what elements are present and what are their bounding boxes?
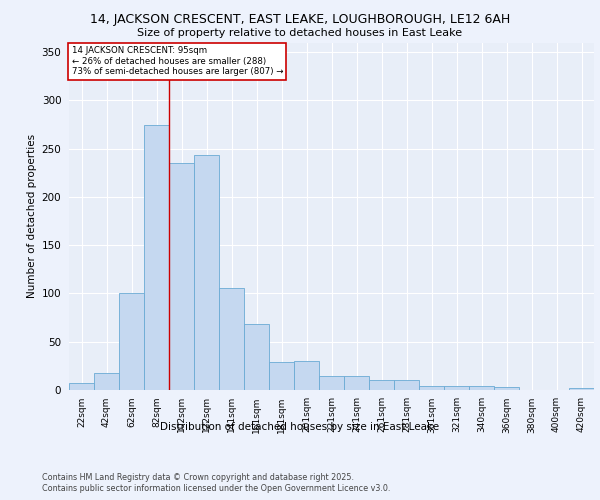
Bar (394, 380, 419, 390)
Text: Distribution of detached houses by size in East Leake: Distribution of detached houses by size … (160, 422, 440, 432)
Bar (469, 386, 494, 390)
Bar (194, 156, 219, 390)
Text: Contains HM Land Registry data © Crown copyright and database right 2025.: Contains HM Land Registry data © Crown c… (42, 472, 354, 482)
Text: Contains public sector information licensed under the Open Government Licence v3: Contains public sector information licen… (42, 484, 391, 493)
Bar (319, 376, 344, 390)
Bar (244, 324, 269, 390)
Text: 14 JACKSON CRESCENT: 95sqm
← 26% of detached houses are smaller (288)
73% of sem: 14 JACKSON CRESCENT: 95sqm ← 26% of deta… (71, 46, 283, 76)
Bar (119, 294, 144, 390)
Bar (144, 124, 169, 390)
Bar (369, 380, 394, 390)
Bar (294, 361, 319, 390)
Y-axis label: Number of detached properties: Number of detached properties (28, 134, 37, 298)
Bar (94, 372, 119, 390)
Bar (269, 362, 294, 390)
Bar (344, 376, 369, 390)
Bar (419, 386, 444, 390)
Text: Size of property relative to detached houses in East Leake: Size of property relative to detached ho… (137, 28, 463, 38)
Text: 14, JACKSON CRESCENT, EAST LEAKE, LOUGHBOROUGH, LE12 6AH: 14, JACKSON CRESCENT, EAST LEAKE, LOUGHB… (90, 12, 510, 26)
Bar (219, 288, 244, 390)
Bar (444, 386, 469, 390)
Bar (569, 388, 594, 390)
Bar (494, 387, 519, 390)
Bar (169, 163, 194, 390)
Bar (69, 383, 94, 390)
